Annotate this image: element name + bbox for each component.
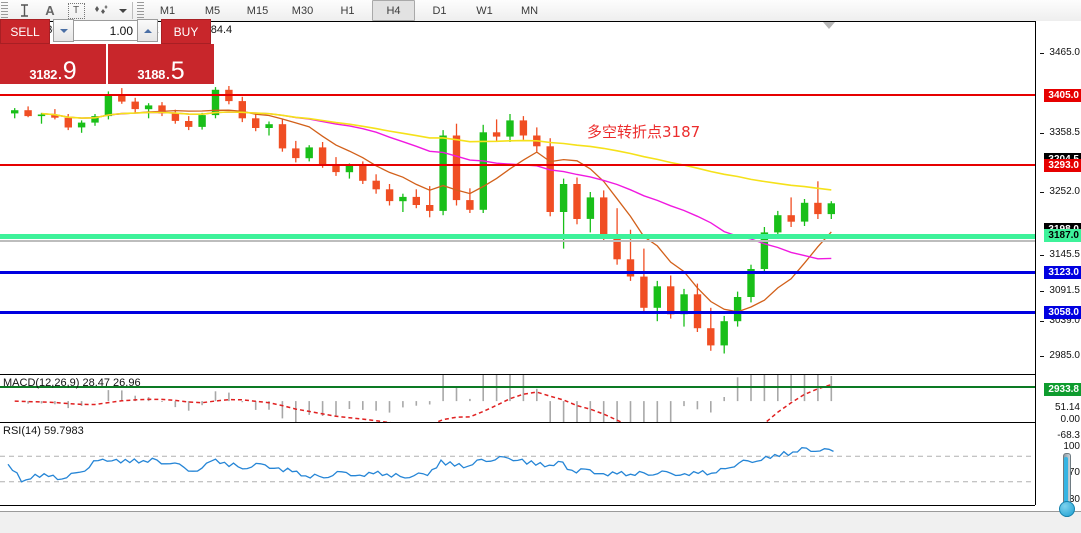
price-level-label[interactable]: 3293.0 — [1044, 159, 1081, 172]
price-tick: 3145.5 — [1040, 249, 1080, 260]
indicator-tick: -68.3 — [1057, 430, 1080, 441]
resistance-3293-line[interactable] — [0, 164, 1035, 166]
pivot-3187-line[interactable] — [0, 234, 1035, 239]
buy-button[interactable]: BUY — [161, 19, 211, 44]
timeframe-m1[interactable]: M1 — [159, 4, 176, 17]
timeframe-m30[interactable]: M30 — [291, 4, 314, 17]
price-level-label[interactable]: 3187.0 — [1044, 229, 1081, 242]
macd-label: MACD(12,26,9) 28.47 26.96 — [3, 377, 141, 389]
indicator-tick: 30 — [1068, 494, 1080, 505]
oct-price-row: 3182 . 9 3188 . 5 — [0, 44, 220, 84]
timeframe-bar: M1 M5 M15 M30 H1 H4 D1 W1 MN — [147, 0, 550, 21]
macd-chart — [14, 375, 833, 422]
sell-price-dot: . — [58, 67, 62, 82]
text-label-icon[interactable]: A — [45, 3, 55, 18]
timeframe-mn[interactable]: MN — [520, 4, 539, 17]
timeframe-h1[interactable]: H1 — [340, 4, 355, 17]
price-tick: 3252.0 — [1040, 186, 1080, 197]
chart-top-marker — [823, 22, 835, 29]
rsi-label: RSI(14) 59.7983 — [3, 425, 84, 437]
rsi-chart — [0, 447, 1035, 483]
zoom-slider[interactable] — [1058, 453, 1075, 527]
timeframe-h4[interactable]: H4 — [372, 0, 415, 21]
one-click-trading-panel[interactable]: SELL 1.00 BUY 3182 . 9 3188 . 5 — [0, 19, 220, 84]
objects-dropdown-icon[interactable] — [115, 1, 129, 20]
timeframe-d1[interactable]: D1 — [432, 4, 447, 17]
price-tick: 3091.5 — [1040, 285, 1080, 296]
price-level-label[interactable]: 3058.0 — [1044, 306, 1081, 319]
buy-price-box[interactable]: 3188 . 5 — [108, 44, 214, 84]
price-axis[interactable]: 3465.0 3358.5 3252.0 3145.5 3091.5 3039.0 2985… — [1035, 21, 1081, 523]
indicator-tick: 0.00 — [1060, 414, 1080, 425]
timeframe-m15[interactable]: M15 — [246, 4, 269, 17]
price-tick: 3039.0 — [1040, 315, 1080, 326]
buy-price-fraction: 5 — [170, 57, 185, 85]
sell-price-integer: 3182 — [29, 67, 58, 82]
price-level-label[interactable]: 3405.0 — [1044, 89, 1081, 102]
volume-input[interactable]: 1.00 — [74, 20, 137, 41]
volume-increase-button[interactable] — [137, 19, 158, 42]
sell-button[interactable]: SELL — [0, 19, 50, 44]
sell-price-fraction: 9 — [62, 57, 77, 85]
status-bar — [0, 511, 1081, 533]
buy-price-integer: 3188 — [137, 67, 166, 82]
resistance-3405-line[interactable] — [0, 94, 1035, 96]
support-2933-line[interactable] — [0, 386, 1035, 388]
chart-annotation-text: 多空转折点3187 — [587, 123, 701, 141]
oct-controls-row: SELL 1.00 BUY — [0, 19, 220, 44]
toolbar-grip[interactable] — [1, 2, 8, 19]
rsi-pane[interactable]: RSI(14) 59.7983 — [0, 422, 1035, 506]
timeframe-w1[interactable]: W1 — [476, 4, 493, 17]
sell-price-box[interactable]: 3182 . 9 — [0, 44, 106, 84]
buy-price-dot: . — [166, 67, 170, 82]
price-level-label[interactable]: 2933.8 — [1044, 383, 1081, 396]
price-tick: 2985.0 — [1040, 350, 1080, 361]
chart-toolbar: A T M1 M5 M15 M30 H1 H4 D1 W1 MN — [0, 0, 1081, 22]
indicator-tick: 100 — [1063, 441, 1080, 452]
indicator-tick: 51.14 — [1054, 402, 1080, 413]
volume-decrease-button[interactable] — [53, 19, 74, 42]
timeframe-m5[interactable]: M5 — [204, 4, 221, 17]
slider-fill — [1064, 457, 1068, 505]
macd-pane[interactable]: MACD(12,26,9) 28.47 26.96 — [0, 374, 1035, 423]
crosshair-icon[interactable] — [11, 1, 37, 20]
slider-knob[interactable] — [1059, 501, 1075, 517]
indicator-tick: 70 — [1068, 467, 1080, 478]
objects-icon[interactable] — [89, 1, 115, 20]
support-3123-line[interactable] — [0, 271, 1035, 274]
volume-stepper[interactable]: 1.00 — [53, 19, 158, 42]
toolbar-divider — [132, 2, 133, 19]
pivot-3187-grey-line[interactable] — [0, 240, 1035, 242]
text-box-icon[interactable]: T — [63, 1, 89, 20]
support-3058-line[interactable] — [0, 311, 1035, 314]
price-tick: 3465.0 — [1040, 47, 1080, 58]
timeframe-grip[interactable] — [137, 2, 144, 19]
price-level-label[interactable]: 3123.0 — [1044, 266, 1081, 279]
price-tick: 3358.5 — [1040, 127, 1080, 138]
chart-area[interactable]: 多空转折点3187 CHINA300-,H4 3208.2 3208.2 317… — [0, 21, 1081, 533]
